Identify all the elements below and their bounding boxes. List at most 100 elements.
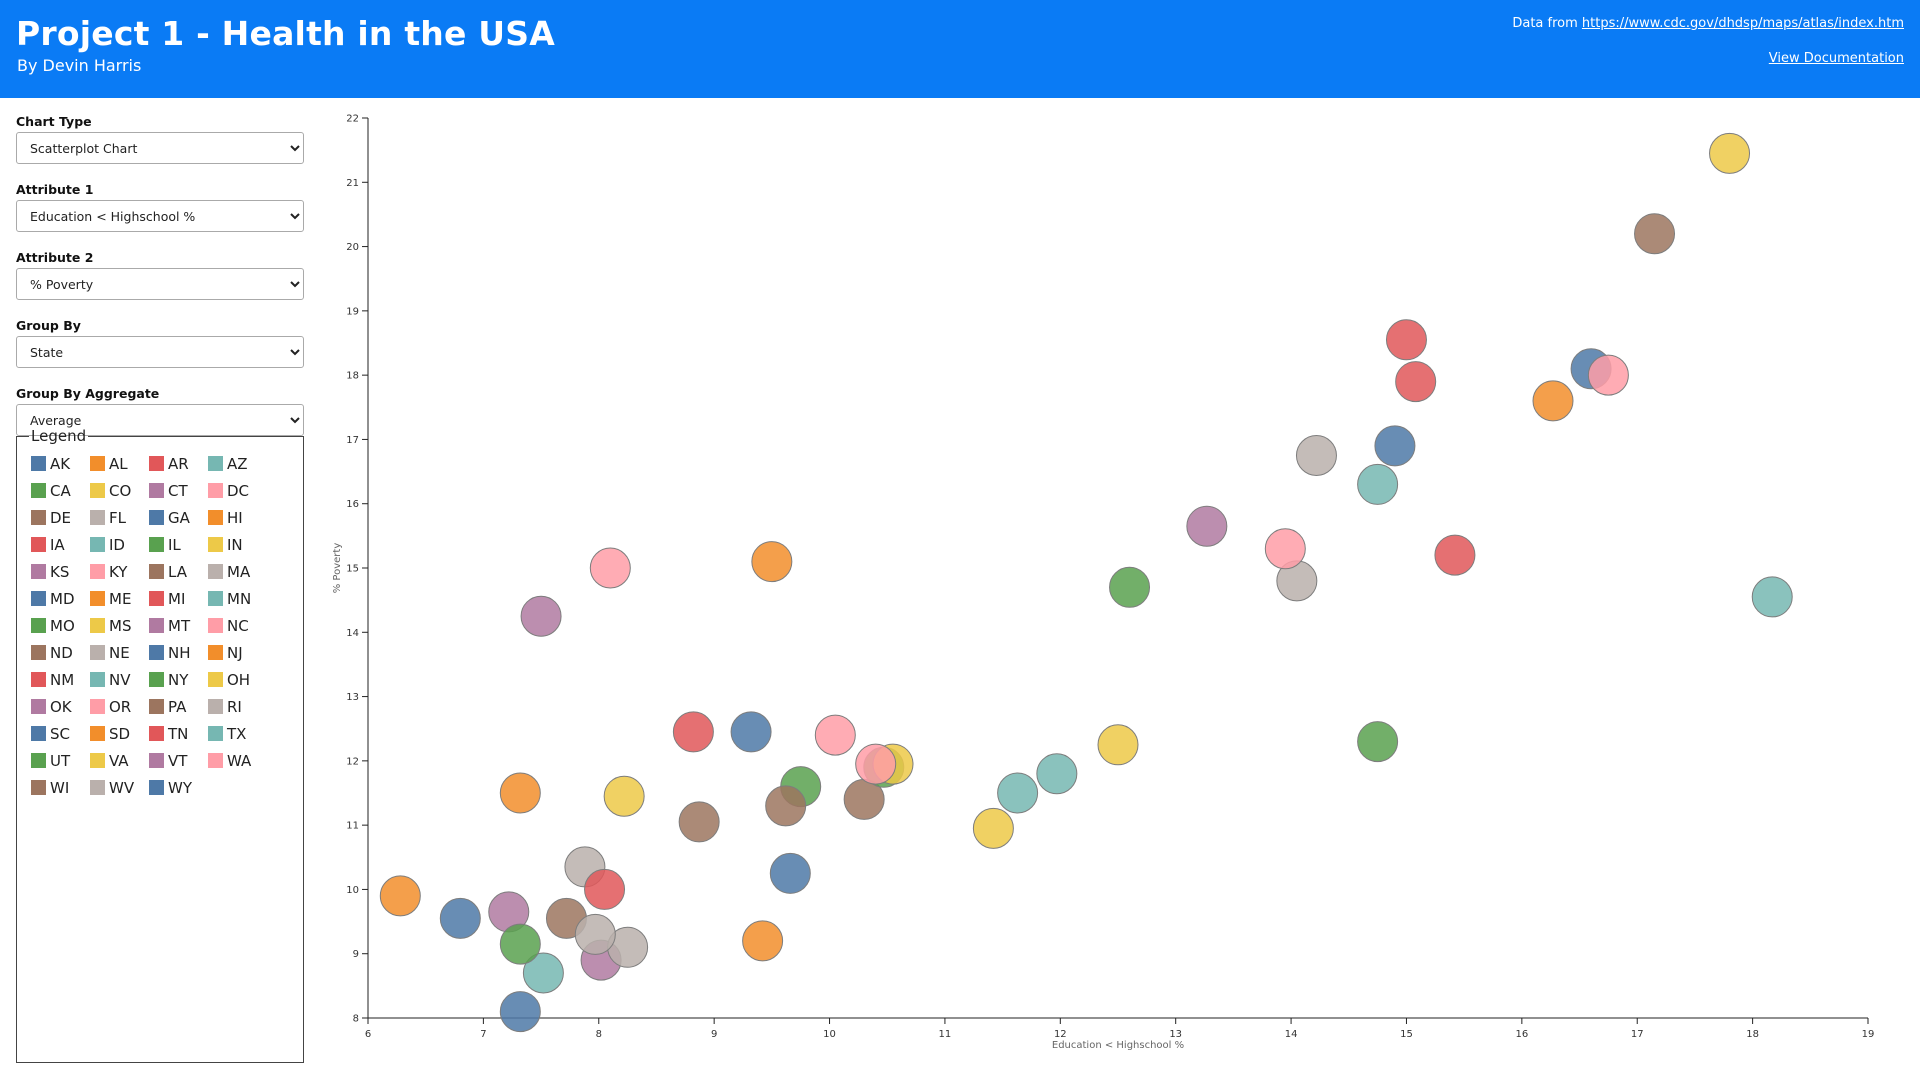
legend-item-ok: OK bbox=[31, 698, 90, 716]
legend-label: NC bbox=[227, 616, 249, 635]
legend-swatch bbox=[90, 456, 105, 471]
legend-label: NY bbox=[168, 670, 189, 689]
legend-label: SC bbox=[50, 724, 70, 743]
legend-item-nm: NM bbox=[31, 670, 90, 689]
group-by-control: Group By State bbox=[16, 318, 304, 368]
legend-item-ma: MA bbox=[208, 562, 267, 581]
legend-swatch bbox=[149, 699, 164, 714]
legend-item-ak: AK bbox=[31, 454, 90, 473]
author-byline: By Devin Harris bbox=[17, 56, 142, 75]
attribute1-select[interactable]: Education < Highschool % bbox=[16, 200, 304, 232]
y-tick-label: 14 bbox=[346, 628, 359, 639]
scatter-point bbox=[1709, 132, 1751, 174]
group-by-aggregate-select[interactable]: Average bbox=[16, 404, 304, 436]
x-tick-label: 8 bbox=[596, 1029, 602, 1040]
legend-swatch bbox=[31, 483, 46, 498]
legend-label: NM bbox=[50, 670, 75, 689]
scatter-point bbox=[1036, 753, 1078, 795]
legend-item-de: DE bbox=[31, 509, 90, 527]
chart-type-select[interactable]: Scatterplot Chart bbox=[16, 132, 304, 164]
legend-label: WV bbox=[109, 778, 135, 797]
y-tick-label: 9 bbox=[353, 949, 359, 960]
legend-swatch bbox=[149, 483, 164, 498]
x-tick-label: 18 bbox=[1746, 1029, 1759, 1040]
attribute2-select[interactable]: % Poverty bbox=[16, 268, 304, 300]
chart-type-label: Chart Type bbox=[16, 114, 92, 129]
legend-label: IN bbox=[227, 535, 243, 554]
scatter-point bbox=[1097, 724, 1139, 766]
scatter-point bbox=[730, 711, 772, 753]
view-documentation-link[interactable]: View Documentation bbox=[1768, 51, 1904, 66]
legend-swatch bbox=[90, 537, 105, 552]
y-tick-label: 18 bbox=[346, 371, 359, 382]
group-by-select[interactable]: State bbox=[16, 336, 304, 368]
data-source-link[interactable]: https://www.cdc.gov/dhdsp/maps/atlas/ind… bbox=[1581, 16, 1904, 31]
legend-item-fl: FL bbox=[90, 509, 149, 527]
legend-label: GA bbox=[168, 508, 190, 527]
legend-swatch bbox=[31, 726, 46, 741]
legend-label: UT bbox=[50, 751, 71, 770]
legend-item-ny: NY bbox=[149, 670, 208, 689]
legend-swatch bbox=[90, 510, 105, 525]
group-by-label: Group By bbox=[16, 318, 81, 333]
legend-label: WY bbox=[168, 778, 192, 797]
legend-label: DC bbox=[227, 481, 250, 500]
attribute2-label: Attribute 2 bbox=[16, 250, 94, 265]
legend-item-wa: WA bbox=[208, 752, 267, 770]
legend-swatch bbox=[149, 726, 164, 741]
legend-label: IA bbox=[50, 535, 65, 554]
y-axis-label: % Poverty bbox=[332, 543, 343, 594]
legend-swatch bbox=[208, 753, 223, 768]
scatter-point bbox=[499, 991, 541, 1033]
legend-swatch bbox=[149, 672, 164, 687]
legend-label: WI bbox=[50, 778, 70, 797]
legend-item-ct: CT bbox=[149, 482, 208, 500]
y-tick-label: 13 bbox=[346, 692, 359, 703]
legend-swatch bbox=[31, 537, 46, 552]
scatter-point bbox=[1751, 576, 1793, 618]
legend-label: VT bbox=[168, 751, 188, 770]
x-tick-label: 14 bbox=[1285, 1029, 1298, 1040]
legend-swatch bbox=[31, 672, 46, 687]
x-tick-label: 10 bbox=[823, 1029, 836, 1040]
scatter-point bbox=[499, 772, 541, 814]
legend-swatch bbox=[149, 780, 164, 795]
chart-type-control: Chart Type Scatterplot Chart bbox=[16, 114, 304, 164]
y-tick-label: 8 bbox=[353, 1014, 359, 1025]
legend-swatch bbox=[208, 591, 223, 606]
attribute1-control: Attribute 1 Education < Highschool % bbox=[16, 182, 304, 232]
x-tick-label: 6 bbox=[365, 1029, 371, 1040]
x-tick-label: 13 bbox=[1169, 1029, 1182, 1040]
scatter-point bbox=[1357, 721, 1399, 763]
legend-item-az: AZ bbox=[208, 455, 267, 473]
legend-swatch bbox=[90, 780, 105, 795]
legend-swatch bbox=[90, 672, 105, 687]
legend-swatch bbox=[31, 510, 46, 525]
legend-label: ND bbox=[50, 643, 73, 662]
app-header: Project 1 - Health in the USA By Devin H… bbox=[0, 0, 1920, 98]
legend-swatch bbox=[31, 591, 46, 606]
x-tick-label: 11 bbox=[939, 1029, 952, 1040]
legend-label: KS bbox=[50, 562, 70, 581]
legend-item-mt: MT bbox=[149, 617, 208, 635]
scatter-point bbox=[742, 920, 784, 962]
legend-swatch bbox=[149, 645, 164, 660]
legend-swatch bbox=[31, 645, 46, 660]
legend-label: SD bbox=[109, 724, 131, 743]
scatter-point bbox=[584, 868, 626, 910]
scatter-point bbox=[765, 785, 807, 827]
legend-swatch bbox=[90, 591, 105, 606]
scatter-point bbox=[574, 913, 616, 955]
legend-item-nd: ND bbox=[31, 643, 90, 662]
legend-label: AK bbox=[50, 454, 71, 473]
legend-label: NJ bbox=[227, 643, 243, 662]
legend-item-tn: TN bbox=[149, 725, 208, 743]
page-title: Project 1 - Health in the USA bbox=[16, 14, 555, 53]
scatter-point bbox=[379, 875, 421, 917]
legend-swatch bbox=[31, 753, 46, 768]
legend-swatch bbox=[90, 699, 105, 714]
scatter-point bbox=[678, 801, 720, 843]
legend-label: MA bbox=[227, 562, 251, 581]
legend-swatch bbox=[90, 753, 105, 768]
x-tick-label: 12 bbox=[1054, 1029, 1067, 1040]
